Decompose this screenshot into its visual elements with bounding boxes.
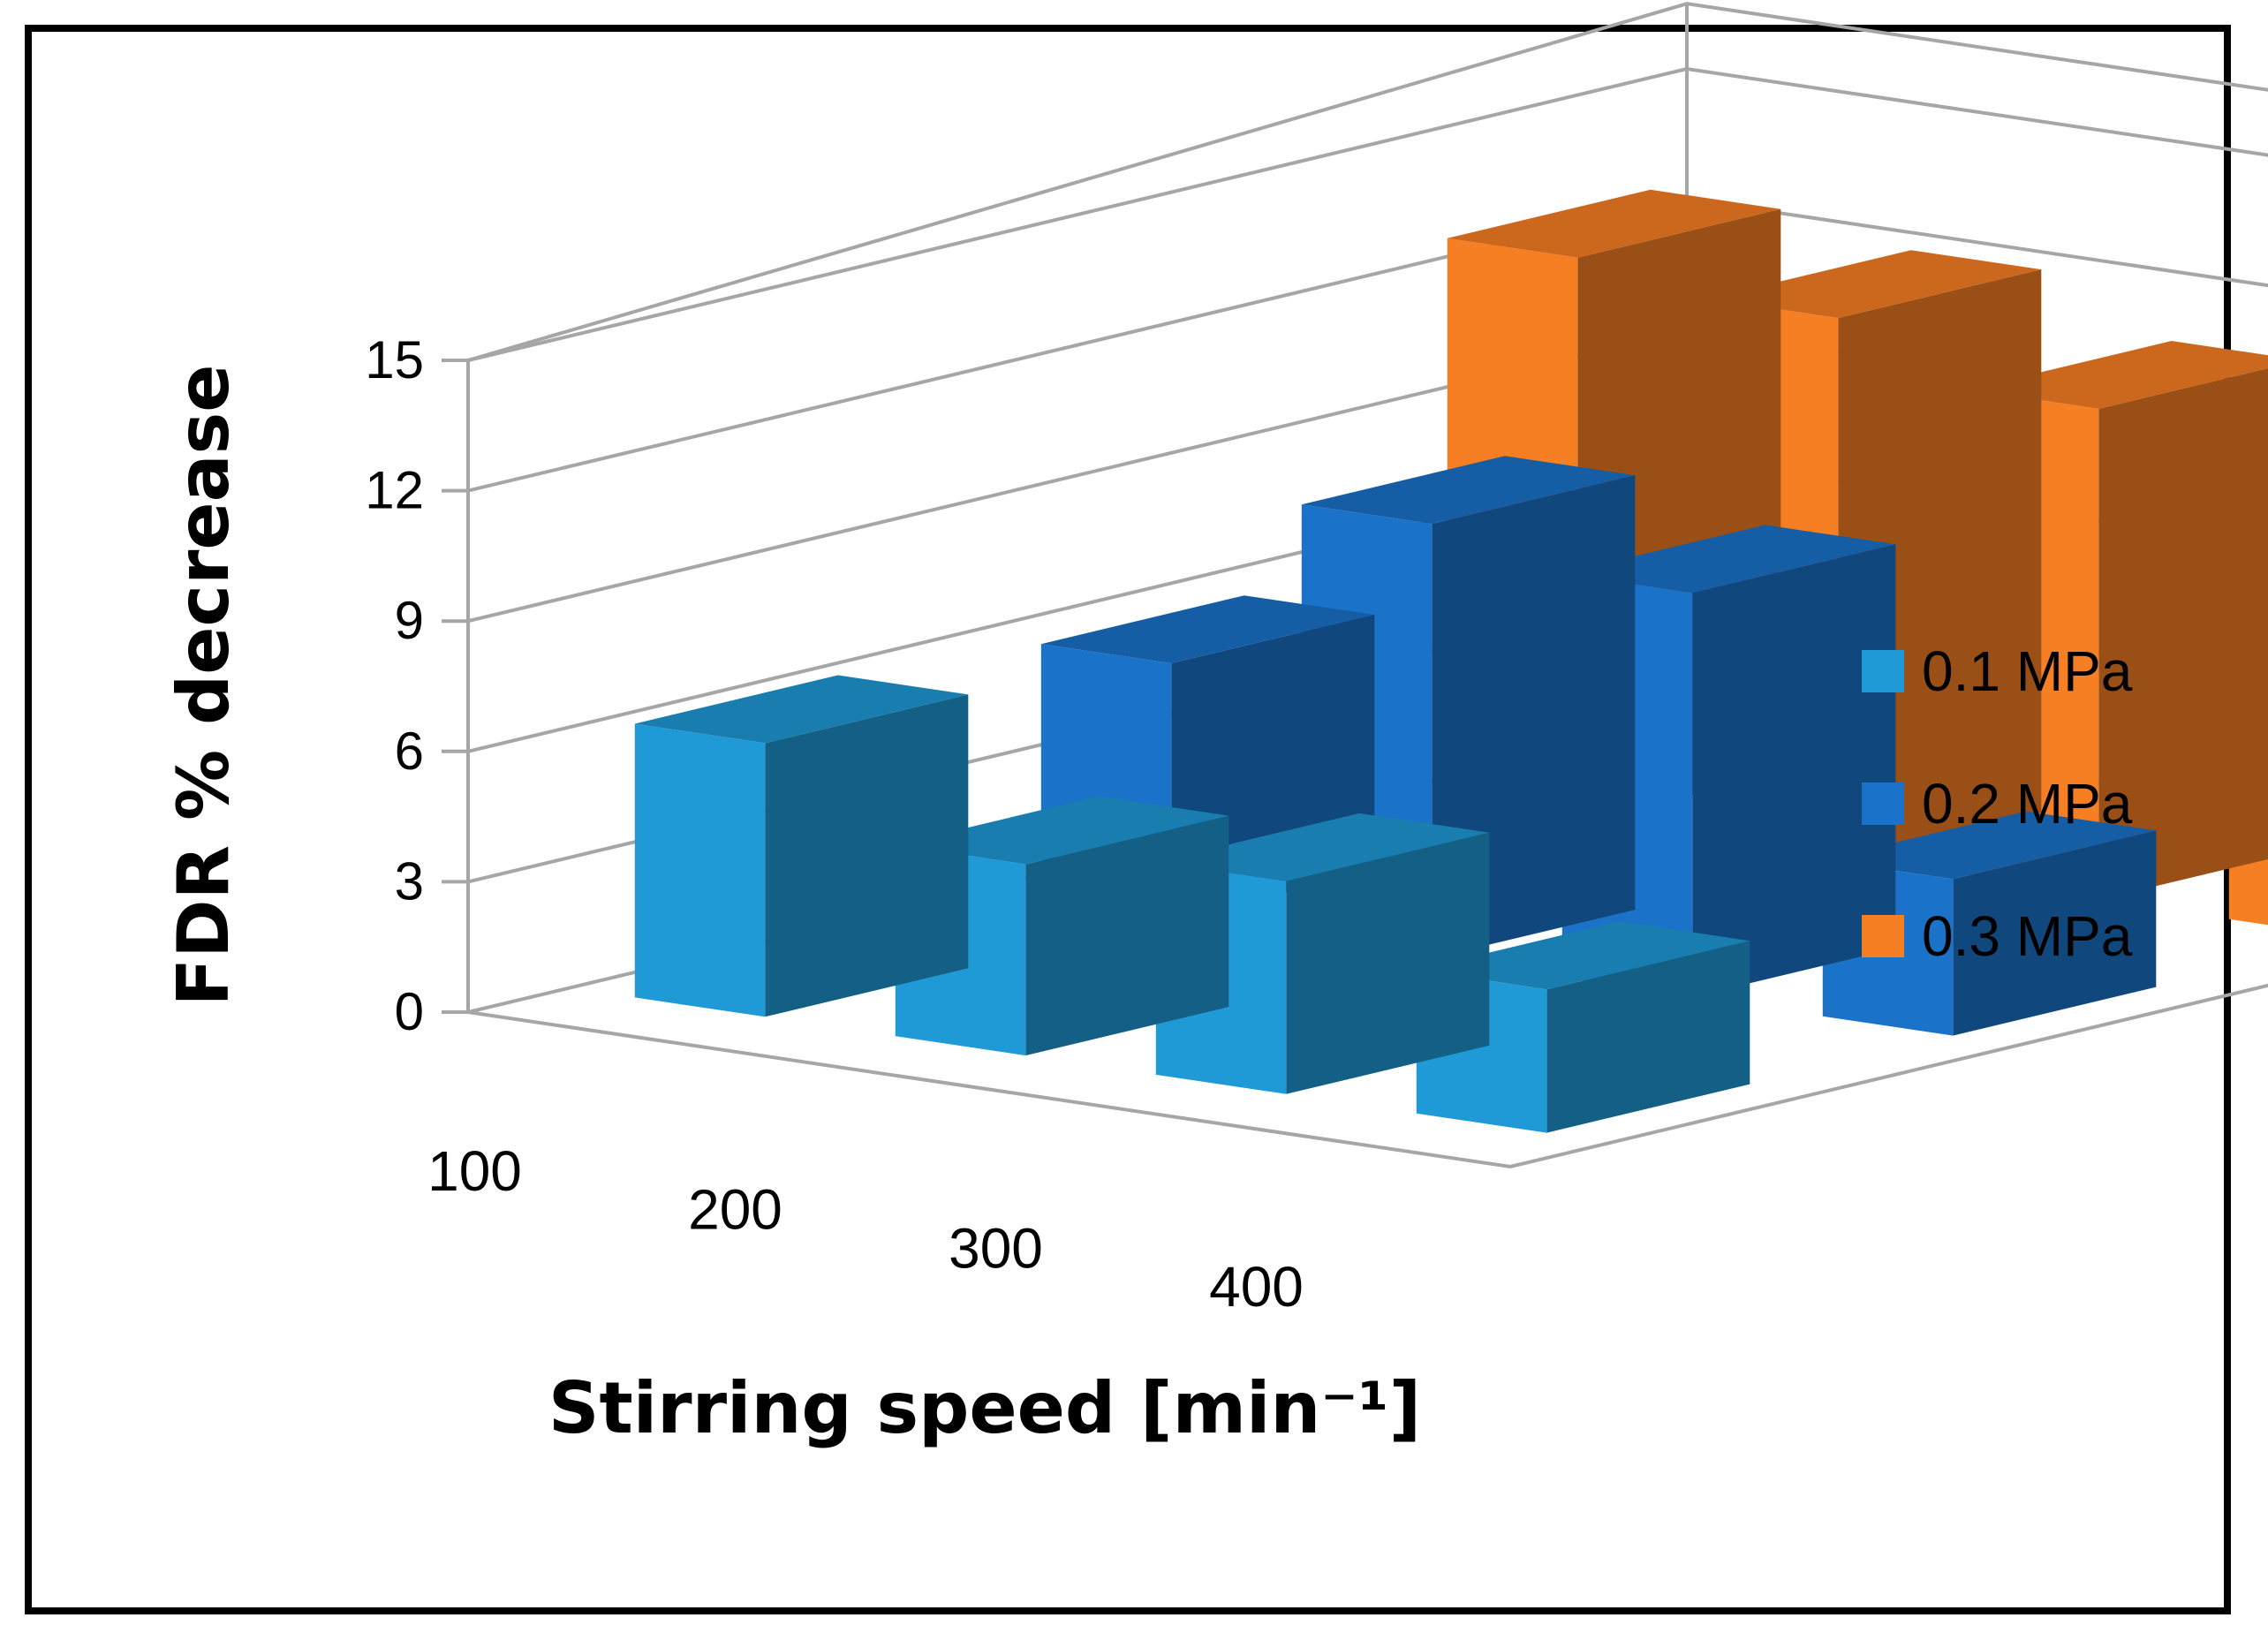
bar-top-face — [1822, 811, 2157, 880]
legend-item: 0.2 MPa — [1862, 772, 2133, 835]
y-tick-label: 6 — [395, 722, 424, 781]
bar-top-face — [1561, 525, 1896, 593]
x-tick-label: 400 — [1209, 1255, 1304, 1319]
legend-swatch — [1862, 650, 1904, 692]
y-tick-label: 3 — [395, 851, 424, 911]
x-tick-label: 200 — [688, 1178, 782, 1242]
wall-top-edge — [467, 2, 2268, 362]
bar — [1416, 921, 1750, 1133]
bar-side-face — [2098, 368, 2268, 900]
bar-side-face — [1953, 830, 2157, 1036]
bars — [634, 189, 2268, 1133]
bar-side-face — [765, 694, 969, 1017]
y-tick-label: 15 — [365, 330, 424, 389]
bar-side-face — [1286, 832, 1490, 1094]
bar-top-face — [1155, 813, 1490, 881]
x-axis-ticks: 100 200 300 400 — [427, 1139, 1304, 1319]
legend-item: 0.1 MPa — [1862, 639, 2133, 703]
bar-top-face — [634, 675, 969, 744]
legend-label: 0.2 MPa — [1922, 772, 2133, 835]
bar-side-face — [1546, 941, 1750, 1133]
bar-top-face — [895, 796, 1229, 865]
bar-side-face — [1025, 815, 1229, 1056]
legend-label: 0.3 MPa — [1922, 904, 2133, 968]
bar-top-face — [1447, 189, 1781, 258]
x-tick-label: 300 — [949, 1216, 1043, 1280]
y-axis-title: FDR % decrease — [163, 364, 245, 1006]
bar-top-face — [1416, 921, 1750, 990]
y-axis-ticks: 0 3 6 9 12 15 — [365, 330, 424, 1041]
floor-edge — [467, 983, 2268, 1169]
bar-side-face — [1692, 544, 1896, 997]
bar — [634, 675, 969, 1017]
legend: 0.1 MPa 0.2 MPa 0.3 MPa — [1862, 639, 2133, 968]
legend-label: 0.1 MPa — [1922, 639, 2133, 703]
bar-top-face — [1301, 456, 1636, 525]
y-tick-label: 12 — [365, 461, 424, 520]
bar-top-face — [1040, 595, 1375, 663]
legend-item: 0.3 MPa — [1862, 904, 2133, 968]
gridline — [467, 66, 2268, 362]
bar-top-face — [1968, 341, 2268, 409]
y-tick-label: 0 — [395, 982, 424, 1041]
x-tick-label: 100 — [427, 1139, 522, 1203]
x-axis-title: Stirring speed [min⁻¹] — [548, 1367, 1421, 1449]
bar-front-face — [634, 723, 766, 1017]
legend-swatch — [1862, 782, 1904, 825]
legend-swatch — [1862, 915, 1904, 957]
y-tick-label: 9 — [395, 591, 424, 650]
bar-top-face — [1707, 250, 2042, 319]
